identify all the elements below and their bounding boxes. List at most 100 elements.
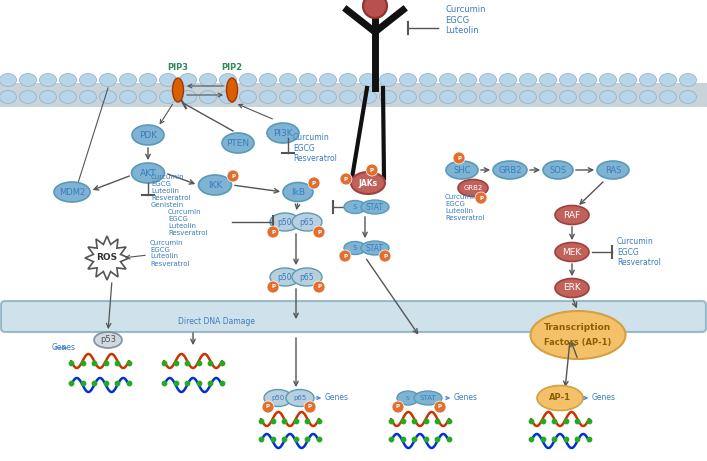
Text: p53: p53	[100, 336, 116, 344]
Ellipse shape	[259, 73, 276, 87]
Text: p50: p50	[271, 395, 285, 401]
Point	[290, 435, 301, 443]
Ellipse shape	[300, 90, 317, 104]
Text: SOS: SOS	[549, 165, 566, 175]
Ellipse shape	[240, 73, 257, 87]
Circle shape	[313, 281, 325, 293]
Ellipse shape	[222, 133, 254, 153]
Ellipse shape	[20, 90, 37, 104]
Ellipse shape	[500, 90, 517, 104]
Ellipse shape	[479, 73, 496, 87]
Point	[100, 359, 112, 366]
Text: P: P	[231, 173, 235, 178]
Text: AP-1: AP-1	[549, 394, 571, 402]
Text: P: P	[271, 230, 275, 235]
Circle shape	[453, 152, 465, 164]
Ellipse shape	[361, 200, 389, 214]
Text: p65: p65	[300, 272, 315, 282]
Ellipse shape	[339, 90, 356, 104]
Point	[313, 435, 325, 443]
Circle shape	[267, 281, 279, 293]
Ellipse shape	[344, 242, 366, 254]
Point	[385, 417, 397, 425]
Point	[77, 379, 88, 387]
Circle shape	[313, 226, 325, 238]
Ellipse shape	[339, 73, 356, 87]
Point	[525, 417, 537, 425]
Text: GRB2: GRB2	[498, 165, 522, 175]
Text: PI3K: PI3K	[273, 129, 293, 137]
Ellipse shape	[240, 90, 257, 104]
Circle shape	[339, 250, 351, 262]
Text: IkB: IkB	[291, 188, 305, 196]
Point	[313, 417, 325, 425]
Point	[267, 435, 279, 443]
Text: GRB2: GRB2	[463, 185, 483, 191]
Text: AKT: AKT	[140, 169, 156, 177]
Point	[216, 359, 228, 366]
Point	[205, 379, 216, 387]
Text: Curcumin
EGCG
Resveratrol: Curcumin EGCG Resveratrol	[617, 237, 661, 267]
Text: Genes: Genes	[325, 394, 349, 402]
Text: STAT: STAT	[420, 395, 436, 401]
Ellipse shape	[640, 90, 657, 104]
Ellipse shape	[419, 90, 436, 104]
Ellipse shape	[0, 90, 16, 104]
Ellipse shape	[199, 90, 216, 104]
Point	[409, 417, 420, 425]
Ellipse shape	[520, 90, 537, 104]
Ellipse shape	[259, 90, 276, 104]
Ellipse shape	[292, 268, 322, 286]
Ellipse shape	[414, 391, 442, 405]
Ellipse shape	[559, 90, 576, 104]
Ellipse shape	[399, 90, 416, 104]
Ellipse shape	[219, 90, 237, 104]
Circle shape	[308, 177, 320, 189]
Point	[65, 359, 76, 366]
Ellipse shape	[79, 73, 96, 87]
Ellipse shape	[361, 241, 389, 255]
Text: p50: p50	[278, 218, 292, 226]
Ellipse shape	[380, 73, 397, 87]
Ellipse shape	[399, 73, 416, 87]
Text: JAKs: JAKs	[358, 178, 378, 188]
Ellipse shape	[279, 73, 296, 87]
Text: P: P	[396, 404, 400, 409]
Text: p50: p50	[278, 272, 292, 282]
Ellipse shape	[199, 175, 231, 195]
Point	[100, 379, 112, 387]
Ellipse shape	[359, 73, 377, 87]
Text: Factors (AP-1): Factors (AP-1)	[544, 337, 612, 347]
Point	[255, 435, 267, 443]
Ellipse shape	[500, 73, 517, 87]
FancyBboxPatch shape	[1, 301, 706, 332]
Text: IKK: IKK	[208, 181, 222, 189]
Circle shape	[340, 173, 352, 185]
Point	[525, 435, 537, 443]
Ellipse shape	[530, 311, 626, 359]
Text: P: P	[383, 254, 387, 259]
Ellipse shape	[270, 213, 300, 231]
Text: p65: p65	[300, 218, 315, 226]
Circle shape	[267, 226, 279, 238]
Point	[302, 435, 313, 443]
Point	[560, 435, 571, 443]
Ellipse shape	[139, 90, 156, 104]
Ellipse shape	[54, 182, 90, 202]
Ellipse shape	[446, 161, 478, 179]
Ellipse shape	[59, 73, 76, 87]
Ellipse shape	[173, 78, 184, 102]
Text: ERK: ERK	[563, 284, 581, 292]
Text: P: P	[343, 254, 347, 259]
Ellipse shape	[59, 90, 76, 104]
Ellipse shape	[660, 73, 677, 87]
Circle shape	[379, 250, 391, 262]
Ellipse shape	[320, 90, 337, 104]
Point	[583, 417, 595, 425]
Text: P: P	[312, 181, 316, 185]
Text: PTEN: PTEN	[226, 138, 250, 148]
Ellipse shape	[520, 73, 537, 87]
Circle shape	[304, 401, 316, 413]
Ellipse shape	[79, 90, 96, 104]
Text: RAS: RAS	[604, 165, 621, 175]
